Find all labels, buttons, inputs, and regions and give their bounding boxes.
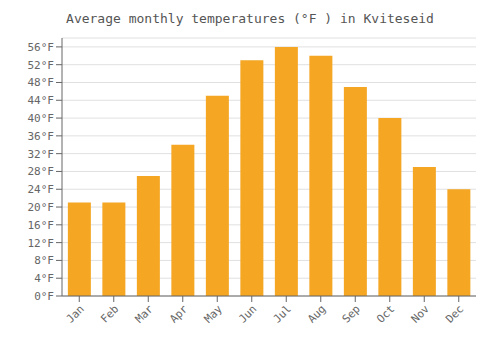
svg-text:Oct: Oct [374,302,397,325]
svg-text:May: May [202,302,226,326]
svg-text:12°F: 12°F [28,237,55,250]
svg-text:36°F: 36°F [28,130,55,143]
svg-text:24°F: 24°F [28,183,55,196]
svg-text:4°F: 4°F [34,272,54,285]
svg-text:Sep: Sep [340,302,363,325]
svg-text:Jul: Jul [271,302,294,325]
svg-text:Nov: Nov [409,302,433,326]
svg-text:Mar: Mar [133,302,157,326]
svg-text:8°F: 8°F [34,254,54,267]
html-text:Average monthly temperatures (: Average monthly temperatures (°F ) in Kv… [66,11,434,26]
svg-text:32°F: 32°F [28,148,55,161]
svg-text:48°F: 48°F [28,76,55,89]
svg-text:56°F: 56°F [28,41,55,54]
svg-text:28°F: 28°F [28,165,55,178]
svg-text:Jun: Jun [236,302,259,325]
svg-text:Jan: Jan [64,302,87,325]
svg-text:Apr: Apr [167,302,191,326]
svg-text:Feb: Feb [98,302,121,325]
svg-text:44°F: 44°F [28,94,55,107]
svg-text:0°F: 0°F [34,290,54,303]
svg-text:Aug: Aug [305,302,328,325]
svg-text:52°F: 52°F [28,59,55,72]
svg-text:40°F: 40°F [28,112,55,125]
svg-text:16°F: 16°F [28,219,55,232]
svg-text:Dec: Dec [443,302,466,325]
svg-text:20°F: 20°F [28,201,55,214]
